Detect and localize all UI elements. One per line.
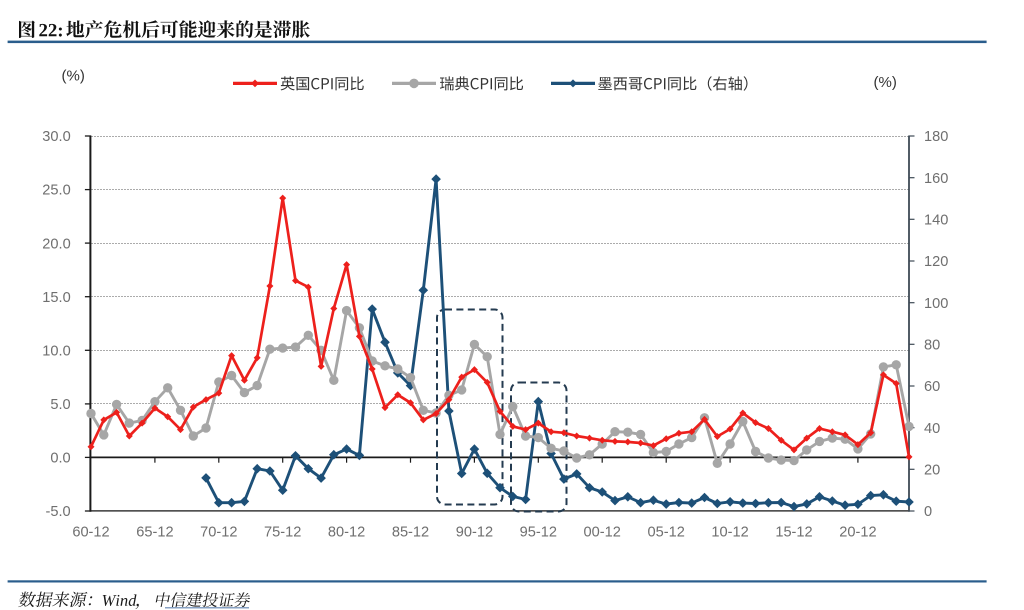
svg-text:80: 80 (924, 338, 940, 354)
svg-text:20.0: 20.0 (42, 236, 70, 252)
svg-text:180: 180 (924, 129, 948, 145)
svg-text:10.0: 10.0 (42, 343, 70, 359)
svg-text:40: 40 (924, 421, 940, 437)
svg-text:15-12: 15-12 (775, 525, 812, 541)
svg-text:160: 160 (924, 171, 948, 187)
svg-text:60: 60 (924, 379, 940, 395)
svg-text:20: 20 (924, 463, 940, 479)
svg-text:90-12: 90-12 (456, 525, 493, 541)
svg-text:25.0: 25.0 (42, 183, 70, 199)
svg-text:0.0: 0.0 (50, 451, 70, 467)
svg-text:85-12: 85-12 (392, 525, 429, 541)
svg-text:120: 120 (924, 254, 948, 270)
svg-text:80-12: 80-12 (328, 525, 365, 541)
svg-text:-5.0: -5.0 (46, 504, 71, 520)
svg-text:(%): (%) (62, 67, 85, 84)
svg-text:20-12: 20-12 (839, 525, 876, 541)
svg-text:00-12: 00-12 (584, 525, 621, 541)
svg-text:60-12: 60-12 (72, 525, 109, 541)
svg-text:65-12: 65-12 (136, 525, 173, 541)
svg-text:05-12: 05-12 (648, 525, 685, 541)
svg-text:15.0: 15.0 (42, 290, 70, 306)
svg-text:140: 140 (924, 213, 948, 229)
svg-text:30.0: 30.0 (42, 129, 70, 145)
svg-text:5.0: 5.0 (50, 397, 70, 413)
svg-text:75-12: 75-12 (264, 525, 301, 541)
svg-text:10-12: 10-12 (711, 525, 748, 541)
svg-text:100: 100 (924, 296, 948, 312)
svg-text:95-12: 95-12 (520, 525, 557, 541)
svg-text:(%): (%) (874, 74, 897, 91)
svg-text:0: 0 (924, 504, 932, 520)
svg-text:70-12: 70-12 (200, 525, 237, 541)
